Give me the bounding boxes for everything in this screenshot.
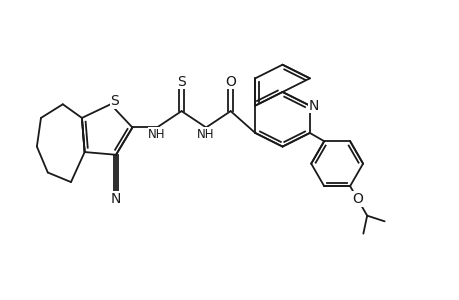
Text: NH: NH [148,128,165,141]
Text: N: N [111,192,121,206]
Text: N: N [308,99,319,112]
Text: S: S [110,94,119,108]
Text: S: S [177,75,185,89]
Text: NH: NH [197,128,214,141]
Text: O: O [225,75,235,89]
Text: O: O [352,192,362,206]
